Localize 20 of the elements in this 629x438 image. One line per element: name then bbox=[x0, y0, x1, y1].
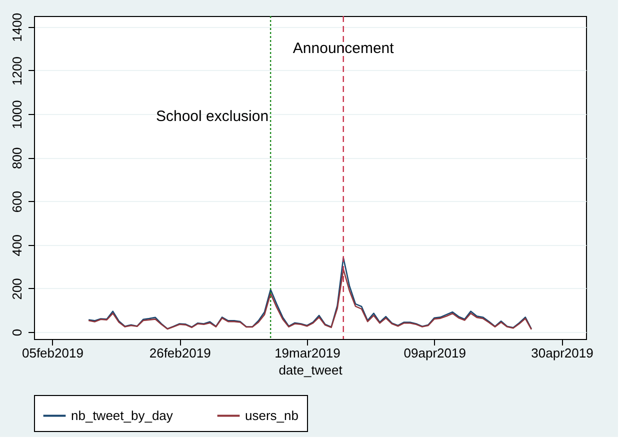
y-tick-label: 800 bbox=[10, 147, 24, 170]
x-tick-label: 26feb2019 bbox=[149, 346, 211, 360]
ref-line-label: Announcement bbox=[292, 40, 395, 57]
line-series bbox=[88, 268, 532, 330]
x-axis-title: date_tweet bbox=[278, 362, 343, 378]
y-tick-label: 0 bbox=[10, 328, 24, 336]
x-tick-label: 09apr2019 bbox=[404, 346, 466, 360]
y-tick-label: 1200 bbox=[10, 56, 24, 86]
x-tick-label: 19mar2019 bbox=[274, 346, 340, 360]
y-tick-label: 200 bbox=[10, 278, 24, 300]
y-tick-label: 600 bbox=[10, 190, 24, 213]
ref-line-label: School exclusion bbox=[156, 108, 269, 125]
y-tick-label: 400 bbox=[10, 234, 24, 256]
y-tick-label: 1400 bbox=[10, 12, 24, 42]
legend-label: users_nb bbox=[245, 408, 298, 423]
legend-label: nb_tweet_by_day bbox=[71, 408, 174, 423]
line-series bbox=[88, 257, 532, 330]
x-tick-label: 05feb2019 bbox=[22, 346, 84, 360]
y-tick-label: 1000 bbox=[10, 100, 24, 130]
x-tick-label: 30apr2019 bbox=[531, 346, 594, 360]
